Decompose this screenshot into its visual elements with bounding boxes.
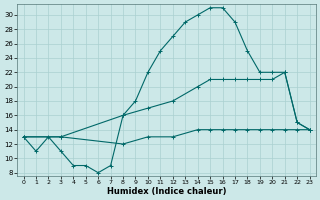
X-axis label: Humidex (Indice chaleur): Humidex (Indice chaleur)	[107, 187, 226, 196]
